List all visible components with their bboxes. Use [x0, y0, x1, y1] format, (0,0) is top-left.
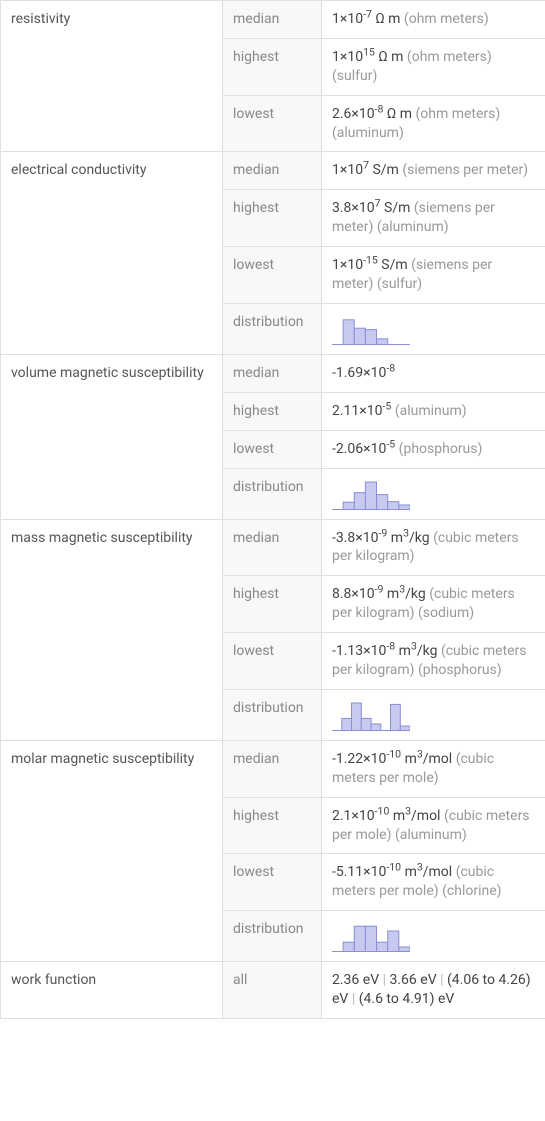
table-row: molar magnetic susceptibilitymedian-1.22…: [1, 740, 545, 797]
unit-description: (ohm meters): [415, 106, 500, 122]
value-cell: [322, 689, 545, 740]
value-note: (aluminum): [395, 827, 467, 843]
table-row: work functionall2.36 eV | 3.66 eV | (4.0…: [1, 962, 545, 1019]
properties-table: resistivitymedian1×10-7 Ω m (ohm meters)…: [0, 0, 545, 1019]
value-note: (aluminum): [395, 403, 467, 419]
stat-label-cell: median: [223, 740, 322, 797]
stat-label-cell: lowest: [223, 247, 322, 304]
value-cell: 3.8×107 S/m (siemens per meter) (aluminu…: [322, 190, 545, 247]
value-cell: 1×1015 Ω m (ohm meters) (sulfur): [322, 38, 545, 95]
table-row: mass magnetic susceptibilitymedian-3.8×1…: [1, 519, 545, 576]
table-row: electrical conductivitymedian1×107 S/m (…: [1, 152, 545, 190]
table-row: volume magnetic susceptibilitymedian-1.6…: [1, 354, 545, 392]
property-name-cell: resistivity: [1, 1, 223, 152]
value-cell: 2.1×10-10 m3/mol (cubic meters per mole)…: [322, 797, 545, 854]
property-name-cell: mass magnetic susceptibility: [1, 519, 223, 740]
value: 2.6×10-8 Ω m: [332, 106, 412, 122]
distribution-histogram: [332, 699, 410, 731]
value: 2.11×10-5: [332, 403, 391, 419]
value-note: (phosphorus): [399, 441, 483, 457]
value-cell: 2.36 eV | 3.66 eV | (4.06 to 4.26) eV | …: [322, 962, 545, 1019]
stat-label-cell: median: [223, 354, 322, 392]
value-cell: 1×107 S/m (siemens per meter): [322, 152, 545, 190]
value: -3.8×10-9 m3/kg: [332, 530, 430, 546]
value-cell: -3.8×10-9 m3/kg (cubic meters per kilogr…: [322, 519, 545, 576]
stat-label-cell: all: [223, 962, 322, 1019]
value: -5.11×10-10 m3/mol: [332, 864, 452, 880]
property-name-cell: electrical conductivity: [1, 152, 223, 354]
value-cell: [322, 303, 545, 354]
stat-label-cell: distribution: [223, 468, 322, 519]
value-cell: -1.69×10-8: [322, 354, 545, 392]
value-cell: 2.11×10-5 (aluminum): [322, 392, 545, 430]
value: 3.8×107 S/m: [332, 200, 410, 216]
value-cell: -2.06×10-5 (phosphorus): [322, 430, 545, 468]
value: 1×107 S/m: [332, 162, 399, 178]
value: -1.69×10-8: [332, 365, 395, 381]
value-cell: -5.11×10-10 m3/mol (cubic meters per mol…: [322, 854, 545, 911]
value-note: (phosphorus): [418, 662, 502, 678]
value: 1×10-7 Ω m: [332, 11, 400, 27]
value-cell: [322, 468, 545, 519]
value: 1×10-15 S/m: [332, 257, 408, 273]
value: -1.13×10-8 m3/kg: [332, 643, 437, 659]
value: 1×1015 Ω m: [332, 49, 403, 65]
separator: |: [383, 972, 386, 988]
stat-label-cell: lowest: [223, 633, 322, 690]
value-note: (sodium): [418, 605, 474, 621]
separator: |: [352, 991, 355, 1007]
property-name-cell: volume magnetic susceptibility: [1, 354, 223, 519]
value-item: (4.6 to 4.91) eV: [359, 991, 455, 1007]
distribution-histogram: [332, 313, 410, 345]
stat-label-cell: lowest: [223, 430, 322, 468]
stat-label-cell: lowest: [223, 95, 322, 152]
value-note: (sulfur): [332, 68, 377, 84]
stat-label-cell: distribution: [223, 911, 322, 962]
value-cell: 2.6×10-8 Ω m (ohm meters) (aluminum): [322, 95, 545, 152]
separator: |: [440, 972, 443, 988]
stat-label-cell: median: [223, 152, 322, 190]
value-item: 3.66 eV: [390, 972, 437, 988]
stat-label-cell: highest: [223, 392, 322, 430]
value-cell: 1×10-15 S/m (siemens per meter) (sulfur): [322, 247, 545, 304]
stat-label-cell: median: [223, 519, 322, 576]
value: 2.1×10-10 m3/mol: [332, 808, 440, 824]
unit-description: (ohm meters): [407, 49, 492, 65]
stat-label-cell: highest: [223, 576, 322, 633]
distribution-histogram: [332, 920, 410, 952]
value-note: (aluminum): [332, 125, 404, 141]
value-cell: 8.8×10-9 m3/kg (cubic meters per kilogra…: [322, 576, 545, 633]
property-name-cell: molar magnetic susceptibility: [1, 740, 223, 961]
value-cell: -1.22×10-10 m3/mol (cubic meters per mol…: [322, 740, 545, 797]
value-cell: 1×10-7 Ω m (ohm meters): [322, 1, 545, 39]
stat-label-cell: distribution: [223, 689, 322, 740]
value: -1.22×10-10 m3/mol: [332, 751, 452, 767]
unit-description: (ohm meters): [404, 11, 489, 27]
distribution-histogram: [332, 478, 410, 510]
stat-label-cell: median: [223, 1, 322, 39]
value-note: (chlorine): [442, 883, 501, 899]
unit-description: (siemens per meter): [402, 162, 528, 178]
value-cell: [322, 911, 545, 962]
value-note: (sulfur): [377, 276, 422, 292]
stat-label-cell: highest: [223, 38, 322, 95]
stat-label-cell: lowest: [223, 854, 322, 911]
value-cell: -1.13×10-8 m3/kg (cubic meters per kilog…: [322, 633, 545, 690]
stat-label-cell: distribution: [223, 303, 322, 354]
value: -2.06×10-5: [332, 441, 395, 457]
property-name-cell: work function: [1, 962, 223, 1019]
stat-label-cell: highest: [223, 190, 322, 247]
stat-label-cell: highest: [223, 797, 322, 854]
value-note: (aluminum): [377, 219, 449, 235]
table-row: resistivitymedian1×10-7 Ω m (ohm meters): [1, 1, 545, 39]
value-item: 2.36 eV: [332, 972, 379, 988]
value: 8.8×10-9 m3/kg: [332, 586, 426, 602]
